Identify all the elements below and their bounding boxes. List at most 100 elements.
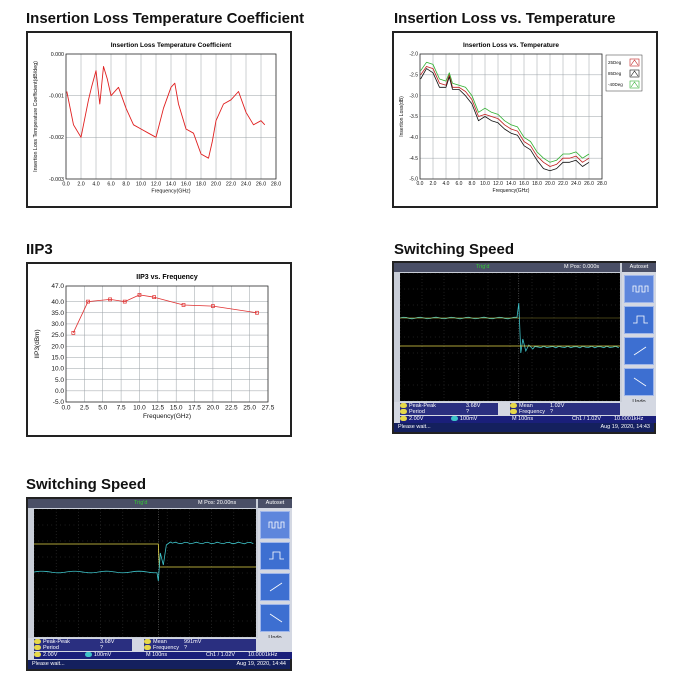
grid-dot bbox=[465, 397, 467, 399]
grid-dot bbox=[404, 336, 405, 338]
autoset-multi-cycle-button[interactable] bbox=[624, 275, 654, 303]
legend-marker bbox=[630, 59, 639, 66]
autoset-rising-edge-button[interactable] bbox=[260, 573, 290, 601]
grid-dot bbox=[443, 288, 445, 290]
grid-dot bbox=[544, 384, 546, 386]
autoset-multi-cycle-button[interactable] bbox=[260, 511, 290, 539]
time-base: M 100ns bbox=[146, 652, 168, 658]
grid-dot bbox=[487, 304, 489, 306]
grid-dot bbox=[47, 540, 48, 542]
grid-dot bbox=[430, 288, 432, 290]
grid-dot bbox=[606, 384, 608, 386]
grid-dot bbox=[78, 534, 79, 535]
autoset-falling-edge-button[interactable] bbox=[624, 368, 654, 396]
grid-dot bbox=[229, 604, 230, 606]
grid-dot bbox=[430, 336, 432, 338]
autoset-single-cycle-button[interactable] bbox=[624, 306, 654, 334]
grid-dot bbox=[553, 378, 555, 379]
grid-dot bbox=[100, 572, 101, 574]
grid-dot bbox=[588, 304, 590, 306]
grid-dot bbox=[78, 607, 79, 609]
grid-dot bbox=[562, 352, 564, 354]
grid-dot bbox=[224, 620, 226, 622]
grid-dot bbox=[189, 607, 190, 609]
grid-dot bbox=[597, 355, 599, 357]
grid-dot bbox=[166, 518, 168, 519]
autoset-single-cycle-button[interactable] bbox=[260, 542, 290, 570]
scope-status-bar: Please wait... Aug 19, 2020, 14:43 bbox=[394, 423, 654, 432]
grid-dot bbox=[100, 534, 101, 535]
grid-dot bbox=[602, 304, 603, 306]
grid-dot bbox=[417, 288, 418, 290]
grid-dot bbox=[443, 320, 445, 322]
grid-dot bbox=[55, 553, 57, 555]
grid-dot bbox=[166, 623, 168, 625]
grid-dot bbox=[91, 540, 93, 542]
grid-dot bbox=[597, 320, 599, 322]
grid-dot bbox=[553, 355, 555, 357]
grid-dot bbox=[175, 540, 177, 542]
grid-dot bbox=[553, 359, 555, 360]
grid-dot bbox=[193, 604, 195, 606]
grid-dot bbox=[443, 355, 445, 357]
grid-dot bbox=[597, 359, 599, 360]
grid-dot bbox=[233, 575, 235, 577]
grid-dot bbox=[487, 352, 489, 354]
x-tick-label: 25.0 bbox=[243, 405, 256, 412]
grid-dot bbox=[229, 540, 230, 542]
grid-dot bbox=[211, 579, 212, 580]
grid-dot bbox=[126, 540, 128, 542]
grid-dot bbox=[487, 359, 489, 360]
grid-dot bbox=[443, 330, 445, 331]
grid-dot bbox=[549, 320, 550, 322]
grid-dot bbox=[189, 531, 190, 532]
grid-dot bbox=[509, 339, 511, 341]
grid-dot bbox=[122, 524, 124, 526]
grid-dot bbox=[421, 339, 423, 341]
grid-dot bbox=[166, 515, 168, 516]
grid-dot bbox=[211, 547, 212, 548]
grid-dot bbox=[144, 515, 146, 516]
grid-dot bbox=[122, 553, 124, 555]
grid-dot bbox=[509, 378, 511, 379]
grid-dot bbox=[597, 317, 599, 319]
grid-dot bbox=[575, 362, 577, 363]
grid-dot bbox=[558, 368, 559, 370]
grid-dot bbox=[122, 537, 124, 539]
grid-dot bbox=[443, 391, 445, 392]
grid-dot bbox=[509, 355, 511, 357]
grid-dot bbox=[536, 304, 537, 306]
grid-dot bbox=[78, 604, 79, 606]
measure-3-label: Mean bbox=[153, 639, 167, 645]
grid-dot bbox=[47, 524, 48, 526]
grid-dot bbox=[233, 566, 235, 567]
grid-dot bbox=[553, 301, 555, 303]
grid-dot bbox=[597, 279, 599, 280]
grid-dot bbox=[531, 314, 533, 315]
grid-dot bbox=[500, 368, 502, 370]
x-tick-label: 26.0 bbox=[584, 181, 594, 187]
grid-dot bbox=[549, 304, 550, 306]
grid-dot bbox=[166, 582, 168, 583]
grid-dot bbox=[610, 288, 612, 290]
grid-dot bbox=[158, 572, 159, 574]
grid-dot bbox=[615, 304, 616, 306]
grid-dot bbox=[55, 518, 57, 519]
autoset-falling-edge-button[interactable] bbox=[260, 604, 290, 632]
grid-dot bbox=[461, 320, 462, 322]
grid-dot bbox=[126, 556, 128, 558]
grid-dot bbox=[597, 295, 599, 296]
grid-dot bbox=[184, 604, 186, 606]
grid-dot bbox=[509, 394, 511, 395]
grid-dot bbox=[496, 304, 498, 306]
grid-dot bbox=[193, 620, 195, 622]
autoset-rising-edge-button[interactable] bbox=[624, 337, 654, 365]
grid-dot bbox=[496, 320, 498, 322]
grid-dot bbox=[78, 614, 79, 615]
grid-dot bbox=[229, 524, 230, 526]
grid-dot bbox=[193, 556, 195, 558]
grid-dot bbox=[122, 595, 124, 596]
grid-dot bbox=[215, 604, 217, 606]
x-tick-label: 8.0 bbox=[469, 181, 476, 187]
grid-dot bbox=[100, 566, 101, 567]
